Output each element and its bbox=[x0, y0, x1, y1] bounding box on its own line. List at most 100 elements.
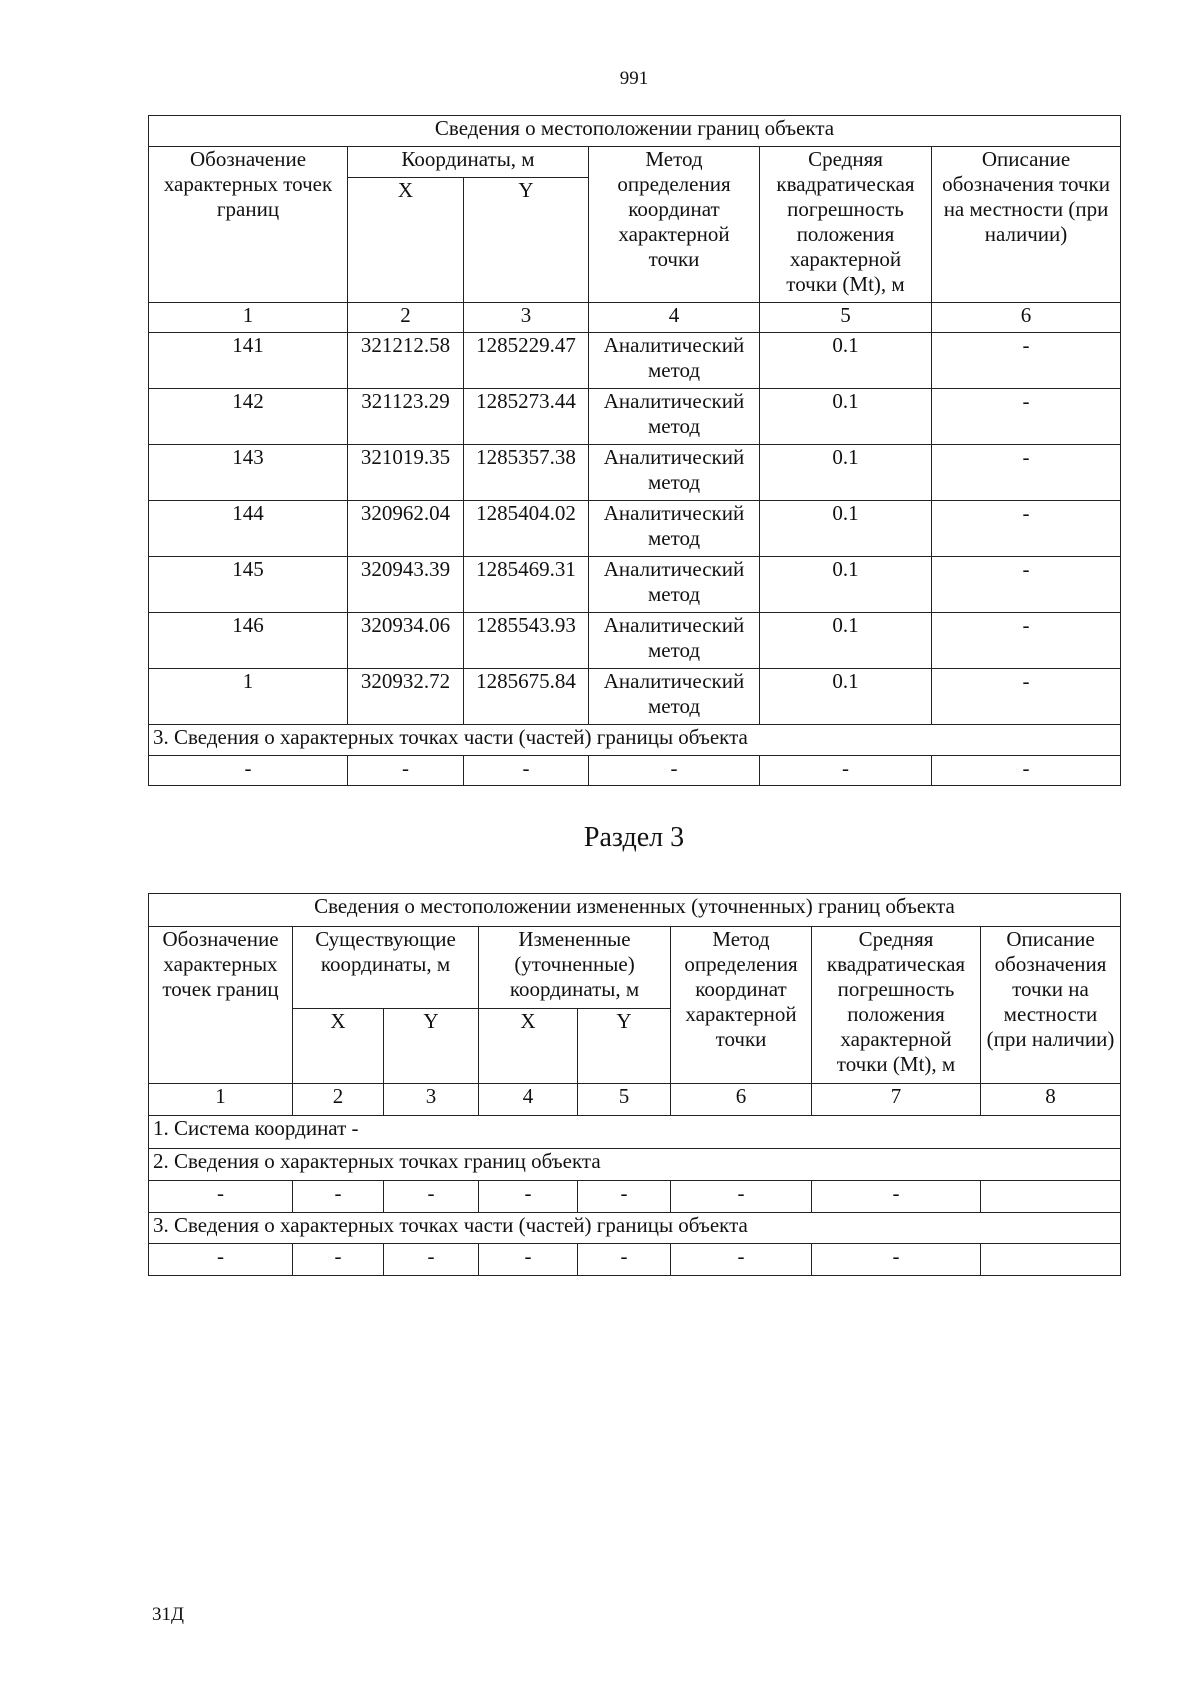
table-row: 1 320932.72 1285675.84 Аналитический метод 0… bbox=[148, 668, 1122, 725]
cell: - bbox=[930, 332, 1122, 389]
cell: Аналитический метод bbox=[588, 612, 760, 669]
cell: Аналитический метод bbox=[588, 444, 760, 501]
cell: - bbox=[478, 1180, 578, 1213]
cell: 0.1 bbox=[759, 500, 932, 557]
cell: - bbox=[930, 444, 1122, 501]
cell: - bbox=[148, 755, 348, 786]
col-number: 4 bbox=[588, 302, 760, 333]
cell: - bbox=[930, 556, 1122, 613]
parts-row: - - - - - - bbox=[148, 755, 1122, 786]
cell: Аналитический метод bbox=[588, 500, 760, 557]
coord-system: 1. Система координат - bbox=[148, 1115, 1121, 1149]
header-y: Y bbox=[463, 177, 589, 303]
cell: 1285675.84 bbox=[463, 668, 589, 725]
col-number: 3 bbox=[383, 1083, 479, 1116]
points-row: - - - - - - - bbox=[148, 1180, 1121, 1213]
cell: - bbox=[148, 1243, 293, 1276]
cell: 146 bbox=[148, 612, 348, 669]
cell: 0.1 bbox=[759, 668, 932, 725]
cell bbox=[980, 1243, 1121, 1276]
parts-row: - - - - - - - bbox=[148, 1243, 1121, 1276]
cell: - bbox=[347, 755, 464, 786]
cell: 1285273.44 bbox=[463, 388, 589, 445]
points-title: 2. Сведения о характерных точках границ … bbox=[148, 1148, 1121, 1181]
cell: Аналитический метод bbox=[588, 388, 760, 445]
cell: - bbox=[930, 500, 1122, 557]
cell: Аналитический метод bbox=[588, 556, 760, 613]
header-desc: Описание обозначения точки на местности … bbox=[930, 146, 1122, 303]
parts-title: 3. Сведения о характерных точках части (… bbox=[148, 1212, 1121, 1244]
cell: - bbox=[292, 1180, 384, 1213]
table-row: 144 320962.04 1285404.02 Аналитический мето… bbox=[148, 500, 1122, 557]
cell: - bbox=[577, 1180, 671, 1213]
cell: - bbox=[383, 1180, 479, 1213]
cell: - bbox=[478, 1243, 578, 1276]
header-point: Обозначение характерных точек границ bbox=[148, 926, 293, 1084]
header-x: X bbox=[478, 1008, 578, 1084]
cell bbox=[980, 1180, 1121, 1213]
cell: Аналитический метод bbox=[588, 668, 760, 725]
col-number: 1 bbox=[148, 302, 348, 333]
cell: - bbox=[588, 755, 760, 786]
cell: 321123.29 bbox=[347, 388, 464, 445]
col-number: 1 bbox=[148, 1083, 293, 1116]
cell: 321019.35 bbox=[347, 444, 464, 501]
cell: - bbox=[670, 1243, 812, 1276]
parts-title: 3. Сведения о характерных точках части (… bbox=[147, 724, 1122, 756]
cell: - bbox=[811, 1243, 981, 1276]
cell: 0.1 bbox=[759, 388, 932, 445]
changed-boundaries-table: Сведения о местоположении измененных (ут… bbox=[148, 893, 1121, 1276]
table-title: Сведения о местоположении измененных (ут… bbox=[148, 893, 1121, 927]
header-error: Средняя квадратическая погрешность полож… bbox=[759, 146, 932, 303]
cell: - bbox=[930, 668, 1122, 725]
cell: 321212.58 bbox=[347, 332, 464, 389]
cell: - bbox=[811, 1180, 981, 1213]
header-method: Метод определения координат характерной … bbox=[670, 926, 812, 1084]
table-row: 142 321123.29 1285273.44 Аналитический мето… bbox=[148, 388, 1122, 445]
section-title: Раздел 3 bbox=[583, 822, 685, 853]
cell: 320932.72 bbox=[347, 668, 464, 725]
cell: - bbox=[930, 388, 1122, 445]
col-number: 4 bbox=[478, 1083, 578, 1116]
cell: 142 bbox=[148, 388, 348, 445]
cell: 1285543.93 bbox=[463, 612, 589, 669]
cell: - bbox=[292, 1243, 384, 1276]
column-numbers-row: 1 2 3 4 5 6 7 8 bbox=[148, 1083, 1121, 1116]
col-number: 3 bbox=[463, 302, 589, 333]
header-y: Y bbox=[577, 1008, 671, 1084]
cell: - bbox=[577, 1243, 671, 1276]
boundaries-table: Сведения о местоположении границ объекта… bbox=[147, 115, 1122, 786]
cell: 1285229.47 bbox=[463, 332, 589, 389]
header-y: Y bbox=[383, 1008, 479, 1084]
column-numbers-row: 1 2 3 4 5 6 bbox=[148, 302, 1122, 333]
cell: 1285404.02 bbox=[463, 500, 589, 557]
cell: 0.1 bbox=[759, 556, 932, 613]
cell: 144 bbox=[148, 500, 348, 557]
cell: - bbox=[383, 1243, 479, 1276]
header-method: Метод определения координат характерной … bbox=[588, 146, 760, 303]
col-number: 6 bbox=[930, 302, 1122, 333]
table-title: Сведения о местоположении границ объекта bbox=[147, 115, 1122, 147]
cell: 320962.04 bbox=[347, 500, 464, 557]
cell: 143 bbox=[148, 444, 348, 501]
cell: - bbox=[148, 1180, 293, 1213]
table-row: 146 320934.06 1285543.93 Аналитический мето… bbox=[148, 612, 1122, 669]
cell: 0.1 bbox=[759, 332, 932, 389]
header-x: X bbox=[347, 177, 464, 303]
col-number: 5 bbox=[577, 1083, 671, 1116]
col-number: 7 bbox=[811, 1083, 981, 1116]
header-coords: Координаты, м bbox=[347, 146, 589, 178]
header-changed: Измененные (уточненные) координаты, м bbox=[478, 926, 671, 1009]
cell: 320934.06 bbox=[347, 612, 464, 669]
col-number: 5 bbox=[759, 302, 932, 333]
table-row: 141 321212.58 1285229.47 Аналитический мето… bbox=[148, 332, 1122, 389]
col-number: 8 bbox=[980, 1083, 1121, 1116]
header-error: Средняя квадратическая погрешность полож… bbox=[811, 926, 981, 1084]
header-desc: Описание обозначения точки на местности … bbox=[980, 926, 1121, 1084]
cell: - bbox=[930, 755, 1122, 786]
cell: 320943.39 bbox=[347, 556, 464, 613]
cell: - bbox=[463, 755, 589, 786]
table-row: 143 321019.35 1285357.38 Аналитический мето… bbox=[148, 444, 1122, 501]
cell: - bbox=[930, 612, 1122, 669]
cell: 1285469.31 bbox=[463, 556, 589, 613]
